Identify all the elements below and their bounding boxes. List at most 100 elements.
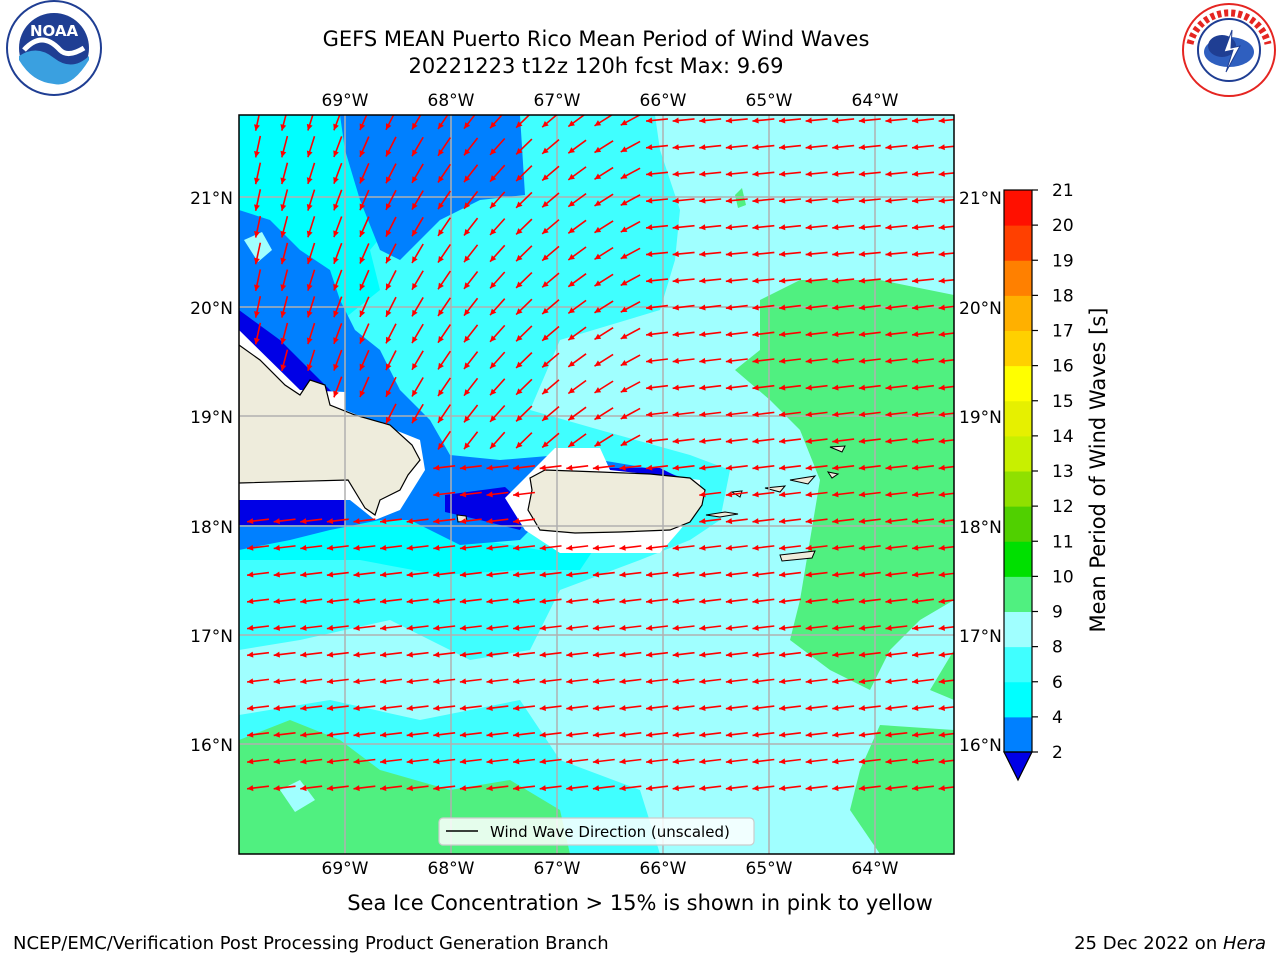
wave-direction-arrowhead — [646, 144, 653, 151]
wave-direction-arrowhead — [646, 571, 653, 578]
lon-tick-labels-bottom: 69°W 68°W 67°W 66°W 65°W 64°W — [322, 859, 899, 879]
wave-direction-arrowhead — [566, 678, 573, 685]
wave-direction-arrowhead — [858, 331, 866, 338]
period-field-under-2-west — [239, 310, 340, 400]
wave-direction-arrowhead — [542, 120, 549, 128]
wave-direction-arrowhead — [752, 224, 759, 231]
wave-direction-arrowhead — [885, 544, 892, 551]
wave-direction-arrowhead — [359, 336, 366, 344]
wave-direction-arrowhead — [805, 197, 812, 204]
wave-direction-arrowhead — [912, 705, 919, 711]
wave-direction-arrowhead — [459, 491, 467, 498]
wave-direction-arrowhead — [752, 117, 759, 124]
wave-direction-arrowhead — [672, 384, 679, 391]
wave-direction-arrowhead — [725, 384, 733, 391]
wave-direction-arrowhead — [254, 337, 260, 345]
wave-direction-arrowhead — [386, 390, 392, 397]
wave-direction-arrowhead — [280, 177, 287, 185]
wave-direction-arrowhead — [752, 518, 759, 525]
wave-direction-arrowhead — [779, 464, 786, 471]
colorbar-tick-label: 2 — [1052, 743, 1063, 763]
wave-direction-arrowhead — [490, 335, 497, 342]
wave-direction-arrowhead — [594, 333, 602, 340]
wave-direction-arrowhead — [490, 201, 497, 209]
wave-direction-arrowhead — [539, 758, 546, 765]
wave-direction-arrowhead — [566, 598, 573, 605]
lon-tick-label: 68°W — [428, 91, 475, 111]
lat-tick-label: 18°N — [190, 518, 233, 538]
wave-direction-arrowhead — [594, 200, 602, 206]
period-field-9-10-east — [735, 280, 954, 690]
wave-direction-arrowhead — [333, 257, 339, 264]
wave-direction-arrowhead — [386, 176, 392, 184]
wave-direction-arrowhead — [646, 224, 653, 231]
wave-direction-arrowhead — [858, 197, 866, 204]
wave-direction-arrowhead — [568, 227, 575, 234]
wave-direction-arrowhead — [858, 277, 866, 284]
wave-direction-arrowhead — [273, 678, 280, 685]
wave-direction-arrowhead — [359, 230, 366, 237]
wave-direction-arrowhead — [620, 333, 628, 339]
wave-direction-arrowhead — [858, 758, 866, 765]
wave-direction-arrowhead — [438, 416, 444, 423]
wave-direction-arrowhead — [300, 785, 307, 792]
wave-direction-arrowhead — [885, 678, 892, 685]
colorbar-segment — [1004, 541, 1032, 577]
wave-direction-arrowhead — [699, 705, 706, 711]
wave-direction-arrowhead — [938, 624, 945, 631]
wave-direction-arrowhead — [380, 518, 387, 525]
wave-direction-arrowhead — [672, 785, 679, 792]
wave-direction-arrowhead — [885, 384, 892, 391]
wave-direction-arrowhead — [620, 306, 628, 313]
wave-direction-arrowhead — [885, 705, 892, 711]
wave-direction-arrowhead — [490, 121, 497, 129]
wave-direction-arrowhead — [516, 441, 523, 449]
wave-direction-arrowhead — [620, 279, 628, 286]
period-field-under-2-southwest — [239, 500, 345, 525]
wave-direction-arrowhead — [326, 624, 334, 631]
wave-direction-arrowhead — [832, 678, 839, 685]
wave-direction-arrowhead — [406, 544, 413, 551]
wave-direction-arrowhead — [459, 758, 467, 765]
wave-direction-arrowhead — [805, 277, 812, 284]
wave-direction-arrowhead — [280, 337, 287, 345]
wave-direction-arrowhead — [858, 785, 866, 792]
wave-direction-arrowhead — [699, 170, 706, 177]
wave-direction-arrowhead — [539, 705, 546, 711]
wave-direction-arrowhead — [594, 226, 602, 233]
wave-direction-arrowhead — [594, 307, 602, 313]
wave-direction-arrowhead — [380, 571, 387, 578]
wave-direction-arrowhead — [542, 174, 549, 181]
wave-direction-arrowhead — [406, 785, 413, 792]
wave-direction-arrowhead — [672, 411, 679, 418]
wave-direction-arrowhead — [433, 464, 440, 471]
wave-direction-arrowhead — [464, 335, 471, 343]
wave-direction-arrowhead — [273, 731, 280, 738]
wave-direction-arrowhead — [912, 304, 919, 311]
wave-direction-arrowhead — [752, 785, 759, 792]
wave-direction-arrowhead — [459, 731, 467, 738]
wave-direction-arrowhead — [938, 224, 945, 231]
wave-direction-arrowhead — [858, 678, 866, 685]
wave-direction-arrowhead — [725, 571, 733, 578]
wave-direction-arrowhead — [539, 624, 546, 631]
wave-direction-arrowhead — [306, 150, 313, 158]
wave-direction-arrowhead — [568, 173, 575, 180]
wave-direction-arrowhead — [542, 307, 549, 315]
wave-direction-arrowhead — [273, 785, 280, 792]
wave-direction-arrowhead — [433, 518, 440, 525]
wave-direction-arrowhead — [672, 758, 679, 765]
wave-direction-arrowhead — [386, 336, 392, 344]
wave-direction-arrowhead — [885, 598, 892, 605]
wave-direction-arrowhead — [254, 204, 260, 211]
wave-direction-arrowhead — [412, 176, 418, 183]
wave-direction-arrowhead — [779, 731, 786, 738]
colorbar-tick-label: 8 — [1052, 638, 1063, 658]
wave-direction-arrowhead — [359, 363, 366, 371]
wave-direction-arrowhead — [779, 117, 786, 124]
wave-direction-arrowhead — [885, 144, 892, 151]
wave-direction-arrowhead — [433, 651, 440, 658]
wave-direction-arrowhead — [646, 411, 653, 418]
wave-direction-arrowhead — [594, 146, 602, 153]
